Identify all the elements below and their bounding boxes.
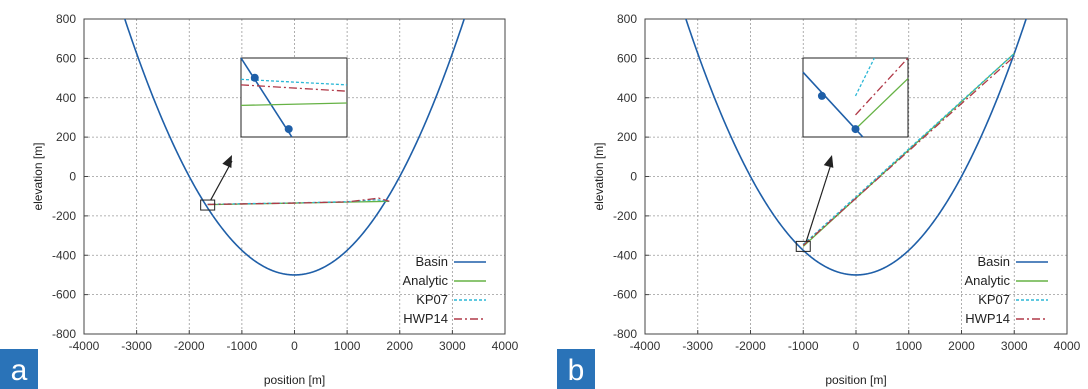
panel-badge xyxy=(0,349,38,389)
zoom-arrow-line xyxy=(210,160,233,201)
x-tick-label: -4000 xyxy=(69,339,100,353)
y-tick-label: 600 xyxy=(56,51,76,65)
basin-curve xyxy=(123,19,466,276)
y-tick-label: -400 xyxy=(52,248,76,262)
y-tick-label: 400 xyxy=(617,91,637,105)
x-axis-label: position [m] xyxy=(825,373,886,387)
legend-label: HWP14 xyxy=(965,311,1010,326)
y-tick-label: -800 xyxy=(613,327,637,341)
y-tick-label: 0 xyxy=(630,170,637,184)
x-tick-label: -2000 xyxy=(735,339,766,353)
y-tick-label: -400 xyxy=(613,248,637,262)
inset-basin-marker xyxy=(284,125,293,134)
y-tick-label: -600 xyxy=(52,288,76,302)
x-tick-label: 3000 xyxy=(439,339,466,353)
legend: Basin Analytic KP07 HWP14 xyxy=(402,254,486,326)
panel-badge xyxy=(557,349,595,389)
zoom-box xyxy=(200,199,216,211)
legend-label: Basin xyxy=(977,254,1010,269)
y-axis-label: elevation [m] xyxy=(31,142,45,210)
series-line-kp07 xyxy=(207,199,390,205)
zoom-box xyxy=(795,240,811,252)
x-axis-label: position [m] xyxy=(264,373,325,387)
y-tick-label: -800 xyxy=(52,327,76,341)
inset-basin-line xyxy=(240,57,293,138)
x-tick-label: -3000 xyxy=(682,339,713,353)
x-tick-label: 2000 xyxy=(386,339,413,353)
inset-basin-marker xyxy=(851,125,860,134)
y-tick-label: -600 xyxy=(613,288,637,302)
legend-label: Basin xyxy=(415,254,448,269)
legend: Basin Analytic KP07 HWP14 xyxy=(964,254,1048,326)
series-line-hwp14 xyxy=(207,197,390,206)
x-tick-label: 2000 xyxy=(948,339,975,353)
x-tick-label: -1000 xyxy=(227,339,258,353)
x-tick-label: -2000 xyxy=(174,339,205,353)
y-tick-label: -200 xyxy=(613,209,637,223)
plot-area xyxy=(123,19,466,276)
x-tick-label: -1000 xyxy=(788,339,819,353)
x-tick-label: 1000 xyxy=(895,339,922,353)
y-tick-label: 200 xyxy=(56,130,76,144)
y-tick-label: 200 xyxy=(617,130,637,144)
x-tick-label: -3000 xyxy=(121,339,152,353)
y-tick-label: 600 xyxy=(617,51,637,65)
inset-series-kp07 xyxy=(240,78,348,86)
plot-area xyxy=(685,19,1027,276)
inset-frame xyxy=(240,57,348,138)
y-tick-label: 400 xyxy=(56,91,76,105)
x-tick-label: 3000 xyxy=(1001,339,1028,353)
legend-label: HWP14 xyxy=(403,311,448,326)
x-tick-label: -4000 xyxy=(630,339,661,353)
x-tick-label: 1000 xyxy=(334,339,361,353)
y-tick-label: 0 xyxy=(69,170,76,184)
y-tick-label: 800 xyxy=(56,12,76,26)
legend-label: KP07 xyxy=(416,292,448,307)
series-line-kp07 xyxy=(802,52,1015,245)
zoom-arrow-line xyxy=(805,160,833,242)
zoom-arrow-head xyxy=(823,155,834,168)
zoom-arrow-head xyxy=(222,155,232,168)
basin-curve xyxy=(685,19,1027,276)
legend-label: Analytic xyxy=(402,273,448,288)
x-tick-label: 0 xyxy=(853,339,860,353)
inset-series-analytic xyxy=(240,102,348,107)
x-tick-label: 4000 xyxy=(1054,339,1081,353)
inset-series-hwp14 xyxy=(240,84,348,92)
panel-b: -4000 -3000 -2000 -1000 0 1000 2000 3000 4000-80… xyxy=(557,12,1081,389)
panel-badge-label: a xyxy=(11,354,28,387)
inset-series-hwp14 xyxy=(855,57,909,116)
y-axis-label: elevation [m] xyxy=(592,142,606,210)
legend-label: Analytic xyxy=(964,273,1010,288)
panel-badge-label: b xyxy=(568,354,585,387)
inset-series-kp07 xyxy=(854,57,875,97)
panel-a: -4000 -3000 -2000 -1000 0 1000 2000 3000 4000-80… xyxy=(0,12,519,389)
series-line-hwp14 xyxy=(802,55,1015,246)
legend-label: KP07 xyxy=(978,292,1010,307)
y-tick-label: -200 xyxy=(52,209,76,223)
x-tick-label: 0 xyxy=(291,339,298,353)
y-tick-label: 800 xyxy=(617,12,637,26)
x-tick-label: 4000 xyxy=(492,339,519,353)
inset-basin-marker xyxy=(817,91,826,100)
inset-basin-marker xyxy=(250,73,259,82)
inset-series-analytic xyxy=(855,78,909,130)
